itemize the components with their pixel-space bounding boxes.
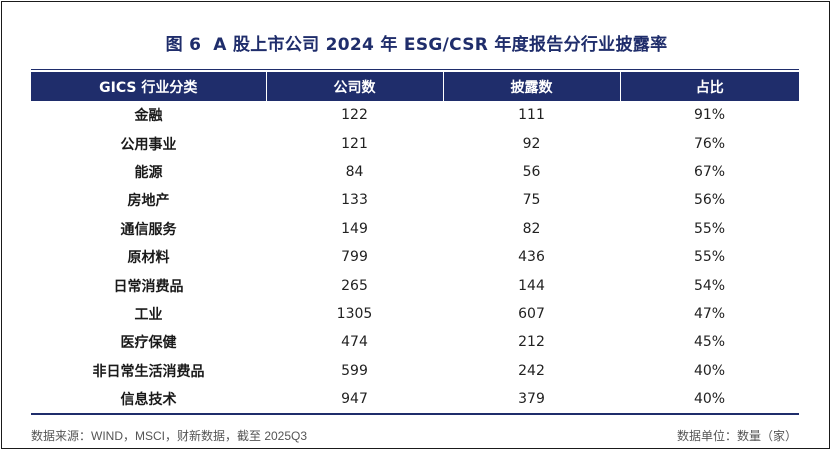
disclosure-count-cell: 242 xyxy=(518,362,545,379)
ratio-cell: 91% xyxy=(693,107,726,124)
table-row: 能源 84 56 67% xyxy=(31,158,799,186)
company-count-cell: 149 xyxy=(341,220,368,237)
data-source-note: 数据来源：WIND，MSCI，财新数据，截至 2025Q3 xyxy=(31,429,308,443)
industry-cell: 非日常生活消费品 xyxy=(92,363,205,380)
header-disclosure-count: 披露数 xyxy=(442,72,620,101)
figure-number: 图 6 xyxy=(165,35,202,55)
table-row: 信息技术 947 379 40% xyxy=(31,385,799,413)
ratio-cell: 55% xyxy=(693,249,726,266)
ratio-cell: 40% xyxy=(693,362,726,379)
company-count-cell: 474 xyxy=(341,334,368,351)
disclosure-count-cell: 436 xyxy=(518,249,545,266)
table-row: 医疗保健 474 212 45% xyxy=(31,328,799,356)
disclosure-count-cell: 607 xyxy=(518,305,545,322)
disclosure-count-cell: 111 xyxy=(518,107,545,124)
industry-cell: 原材料 xyxy=(127,250,170,267)
bottom-rule xyxy=(31,413,799,415)
industry-cell: 房地产 xyxy=(127,193,170,210)
ratio-cell: 56% xyxy=(693,192,726,209)
top-rule xyxy=(31,69,799,70)
table-row: 工业 1305 607 47% xyxy=(31,300,799,328)
company-count-cell: 599 xyxy=(341,362,368,379)
industry-cell: 日常消费品 xyxy=(113,278,184,295)
table-row: 通信服务 149 82 55% xyxy=(31,215,799,243)
industry-cell: 医疗保健 xyxy=(120,335,177,352)
header-industry: GICS 行业分类 xyxy=(31,72,266,101)
disclosure-count-cell: 75 xyxy=(522,192,541,209)
company-count-cell: 1305 xyxy=(336,305,373,322)
figure-title: 图 6 A 股上市公司 2024 年 ESG/CSR 年度报告分行业披露率 xyxy=(2,30,831,55)
company-count-cell: 947 xyxy=(341,391,368,408)
table-row: 非日常生活消费品 599 242 40% xyxy=(31,357,799,385)
ratio-cell: 40% xyxy=(693,391,726,408)
industry-cell: 能源 xyxy=(134,164,163,181)
company-count-cell: 121 xyxy=(341,135,368,152)
table-row: 原材料 799 436 55% xyxy=(31,243,799,271)
company-count-cell: 133 xyxy=(341,192,368,209)
table-row: 日常消费品 265 144 54% xyxy=(31,271,799,299)
table-header-row: GICS 行业分类 公司数 披露数 占比 xyxy=(31,72,799,101)
disclosure-count-cell: 379 xyxy=(518,391,545,408)
ratio-cell: 47% xyxy=(693,305,726,322)
disclosure-count-cell: 144 xyxy=(518,277,545,294)
company-count-cell: 122 xyxy=(341,107,368,124)
industry-cell: 金融 xyxy=(134,108,163,125)
header-company-count: 公司数 xyxy=(265,72,443,101)
table-row: 公用事业 121 92 76% xyxy=(31,129,799,157)
ratio-cell: 55% xyxy=(693,220,726,237)
disclosure-count-cell: 212 xyxy=(518,334,545,351)
data-unit-note: 数据单位：数量（家） xyxy=(676,429,797,443)
table-row: 金融 122 111 91% xyxy=(31,101,799,129)
industry-cell: 公用事业 xyxy=(120,136,177,153)
ratio-cell: 67% xyxy=(693,163,726,180)
ratio-cell: 54% xyxy=(693,277,726,294)
disclosure-count-cell: 92 xyxy=(522,135,541,152)
company-count-cell: 799 xyxy=(341,249,368,266)
industry-cell: 工业 xyxy=(134,306,163,323)
ratio-cell: 76% xyxy=(693,135,726,152)
header-ratio: 占比 xyxy=(619,72,799,101)
industry-cell: 信息技术 xyxy=(120,392,177,409)
company-count-cell: 84 xyxy=(345,163,364,180)
industry-cell: 通信服务 xyxy=(120,221,177,238)
company-count-cell: 265 xyxy=(341,277,368,294)
figure-title-text: A 股上市公司 2024 年 ESG/CSR 年度报告分行业披露率 xyxy=(213,35,668,55)
disclosure-count-cell: 82 xyxy=(522,220,541,237)
ratio-cell: 45% xyxy=(693,334,726,351)
disclosure-count-cell: 56 xyxy=(522,163,541,180)
disclosure-table: GICS 行业分类 公司数 披露数 占比 金融 122 111 91% 公用事业… xyxy=(31,72,799,413)
table-row: 房地产 133 75 56% xyxy=(31,186,799,214)
